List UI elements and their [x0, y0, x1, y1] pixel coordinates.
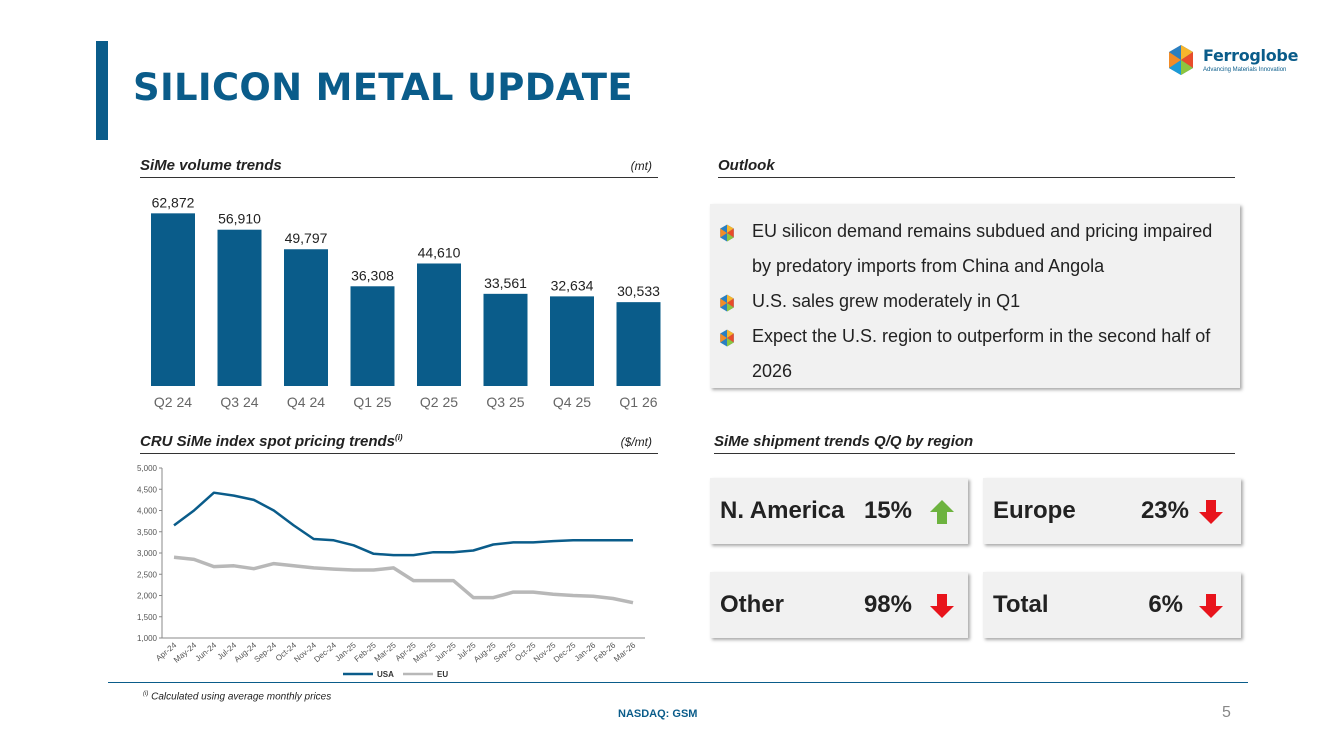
volume-category-label: Q2 25: [420, 394, 458, 410]
x-tick-label: May-24: [172, 640, 199, 664]
logo-tagline: Advancing Materials Innovation: [1203, 67, 1287, 73]
kpi-percent: 98%: [863, 591, 912, 618]
page-title: SILICON METAL UPDATE: [133, 66, 633, 109]
x-tick-label: Sep-25: [492, 640, 518, 664]
volume-category-label: Q2 24: [154, 394, 192, 410]
volume-data-label: 33,561: [484, 275, 527, 291]
outlook-bullet: U.S. sales grew moderately in Q1: [718, 284, 1218, 319]
company-logo: Ferroglobe Advancing Materials Innovatio…: [1165, 42, 1299, 78]
kpi-region-label: Total: [993, 591, 1049, 618]
footnote-text: Calculated using average monthly prices: [151, 691, 332, 703]
pricing-unit: ($/mt): [620, 435, 652, 449]
globe-logo-icon: [1169, 45, 1193, 75]
pricing-footnote-marker: (i): [395, 433, 403, 442]
volume-category-label: Q1 25: [353, 394, 391, 410]
volume-category-label: Q3 24: [220, 394, 258, 410]
kpi-percent: 15%: [863, 497, 912, 524]
volume-bar-chart: 62,872 Q2 24 56,910 Q3 24 49,797 Q4 24 36,308 Q…: [151, 194, 661, 410]
arrow-down-icon: [1199, 594, 1223, 618]
y-tick-label: 2,500: [137, 570, 158, 579]
volume-bar: [350, 286, 395, 386]
volume-category-label: Q3 25: [486, 394, 524, 410]
y-tick-label: 2,000: [137, 592, 158, 601]
outlook-box: EU silicon demand remains subdued and pr…: [710, 204, 1240, 388]
kpi-north-america: N. America 15%: [710, 478, 968, 544]
y-tick-label: 3,500: [137, 528, 158, 537]
volume-data-label: 36,308: [351, 267, 394, 283]
volume-bar: [616, 302, 661, 386]
y-tick-label: 1,500: [137, 613, 158, 622]
y-tick-label: 4,500: [137, 485, 158, 494]
volume-bar: [151, 213, 195, 386]
kpi-other: Other 98%: [710, 572, 968, 638]
volume-data-label: 62,872: [152, 194, 195, 210]
outlook-bullet: Expect the U.S. region to outperform in …: [718, 319, 1218, 389]
volume-bar: [417, 263, 461, 386]
globe-bullet-icon: [720, 294, 734, 312]
volume-bar: [217, 229, 262, 386]
volume-data-label: 56,910: [218, 211, 261, 227]
footnote: (i) Calculated using average monthly pri…: [143, 691, 331, 702]
arrow-up-icon: [930, 500, 954, 524]
x-tick-label: Jun-25: [433, 640, 458, 663]
shipment-section-header: SiMe shipment trends Q/Q by region: [714, 433, 1235, 454]
arrow-down-icon: [1199, 500, 1223, 524]
volume-data-label: 49,797: [285, 230, 328, 246]
pricing-line-chart: 1,000 1,500 2,000 2,500 3,000 3,500 4,000 4,500…: [137, 464, 645, 679]
arrow-down-icon: [930, 594, 954, 618]
legend-label: USA: [377, 670, 394, 679]
kpi-percent: 23%: [1140, 497, 1189, 524]
page-number: 5: [1222, 704, 1231, 721]
y-tick-label: 5,000: [137, 464, 158, 473]
x-tick-label: Sep-24: [253, 640, 279, 664]
shipment-section-title: SiMe shipment trends Q/Q by region: [714, 433, 974, 450]
volume-bar: [550, 296, 594, 386]
x-tick-label: Dec-25: [552, 640, 578, 664]
title-accent-bar: [96, 41, 108, 140]
volume-data-label: 30,533: [617, 283, 660, 299]
outlook-bullet: EU silicon demand remains subdued and pr…: [718, 214, 1218, 284]
volume-category-label: Q4 25: [553, 394, 591, 410]
outlook-section-header: Outlook: [718, 157, 1235, 178]
volume-data-label: 32,634: [551, 277, 594, 293]
kpi-europe: Europe 23%: [983, 478, 1241, 544]
volume-bar: [284, 249, 328, 386]
y-tick-label: 3,000: [137, 549, 158, 558]
outlook-bullet-text: U.S. sales grew moderately in Q1: [752, 291, 1021, 311]
x-tick-label: Dec-24: [312, 640, 338, 664]
outlook-bullet-text: EU silicon demand remains subdued and pr…: [752, 221, 1213, 276]
volume-data-label: 44,610: [418, 244, 461, 260]
series-line-usa: [173, 491, 633, 557]
outlook-bullet-text: Expect the U.S. region to outperform in …: [752, 326, 1211, 381]
volume-category-label: Q4 24: [287, 394, 325, 410]
footer-divider: [108, 682, 1248, 683]
kpi-region-label: Europe: [993, 497, 1076, 524]
x-tick-label: May-25: [411, 640, 438, 664]
legend-label: EU: [437, 670, 448, 679]
y-tick-label: 1,000: [137, 634, 158, 643]
kpi-total: Total 6%: [983, 572, 1241, 638]
ticker-label: NASDAQ: GSM: [618, 708, 698, 720]
volume-bar: [483, 293, 528, 386]
x-tick-label: Jun-24: [194, 640, 219, 663]
globe-bullet-icon: [720, 224, 734, 242]
kpi-region-label: Other: [720, 591, 785, 618]
y-tick-label: 4,000: [137, 507, 158, 516]
volume-section-header: SiMe volume trends (mt): [140, 157, 658, 178]
outlook-section-title: Outlook: [718, 157, 775, 174]
volume-unit: (mt): [630, 159, 652, 173]
x-tick-label: Mar-25: [373, 640, 399, 664]
series-line-eu: [173, 555, 634, 605]
logo-wordmark: Ferroglobe: [1203, 46, 1299, 65]
kpi-percent: 6%: [1148, 591, 1183, 618]
pricing-section-header: CRU SiMe index spot pricing trends(i) ($…: [140, 433, 658, 454]
footnote-marker: (i): [143, 691, 149, 697]
pricing-section-title: CRU SiMe index spot pricing trends: [140, 433, 396, 450]
volume-category-label: Q1 26: [619, 394, 657, 410]
globe-bullet-icon: [720, 329, 734, 347]
x-tick-label: Mar-26: [612, 640, 638, 664]
kpi-region-label: N. America: [720, 497, 845, 524]
volume-section-title: SiMe volume trends: [140, 157, 282, 174]
